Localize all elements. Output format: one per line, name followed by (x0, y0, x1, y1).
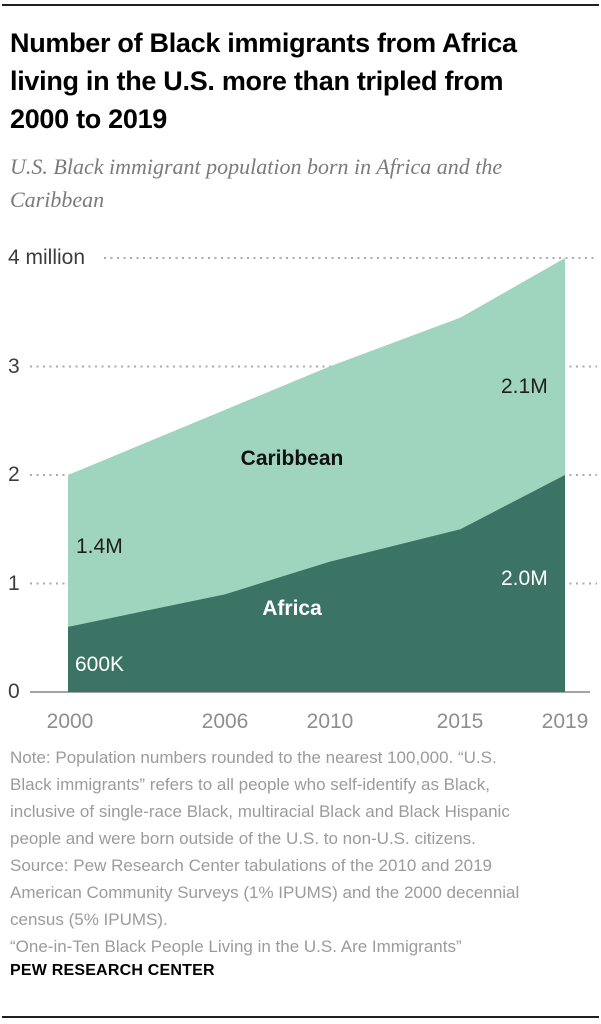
y-tick-3: 3 (8, 355, 20, 378)
x-tick-2006: 2006 (201, 710, 249, 733)
x-tick-2015: 2015 (436, 710, 484, 733)
bottom-divider (2, 1016, 599, 1018)
x-tick-2000: 2000 (46, 710, 94, 733)
source-line: Source: Pew Research Center tabulations … (10, 856, 492, 875)
chart-subtitle: U.S. Black immigrant population born in … (10, 150, 595, 216)
source-line: census (5% IPUMS). (10, 910, 168, 929)
y-tick-1: 1 (8, 572, 20, 595)
note-line: Note: Population numbers rounded to the … (10, 748, 497, 767)
note-line: inclusive of single-race Black, multirac… (10, 802, 510, 821)
page-title: Number of Black immigrants from Africa l… (10, 24, 598, 138)
title-line: Number of Black immigrants from Africa (10, 28, 517, 58)
caribbean-series-label: Caribbean (240, 447, 344, 470)
africa-2019-value: 2.0M (501, 567, 548, 590)
note-line: people and were born outside of the U.S.… (10, 829, 476, 848)
y-tick-0: 0 (8, 680, 20, 703)
y-tick-4-million: 4 million (8, 246, 86, 269)
citation-line: “One-in-Ten Black People Living in the U… (10, 937, 462, 956)
chart-notes: Note: Population numbers rounded to the … (10, 744, 595, 960)
y-tick-2: 2 (8, 463, 20, 486)
note-line: Black immigrants” refers to all people w… (10, 775, 490, 794)
pew-research-center-wordmark: PEW RESEARCH CENTER (10, 962, 215, 979)
title-line: 2000 to 2019 (10, 104, 168, 134)
x-tick-2019: 2019 (541, 710, 589, 733)
source-line: American Community Surveys (1% IPUMS) an… (10, 883, 520, 902)
caribbean-2000-value: 1.4M (76, 535, 123, 558)
subtitle-line: U.S. Black immigrant population born in … (10, 154, 503, 179)
africa-area (68, 475, 565, 692)
subtitle-line: Caribbean (10, 187, 105, 212)
top-divider (2, 4, 599, 6)
caribbean-2019-value: 2.1M (501, 375, 548, 398)
africa-2000-value: 600K (75, 653, 125, 676)
x-tick-2010: 2010 (306, 710, 354, 733)
africa-series-label: Africa (262, 597, 322, 620)
title-line: living in the U.S. more than tripled fro… (10, 66, 504, 96)
